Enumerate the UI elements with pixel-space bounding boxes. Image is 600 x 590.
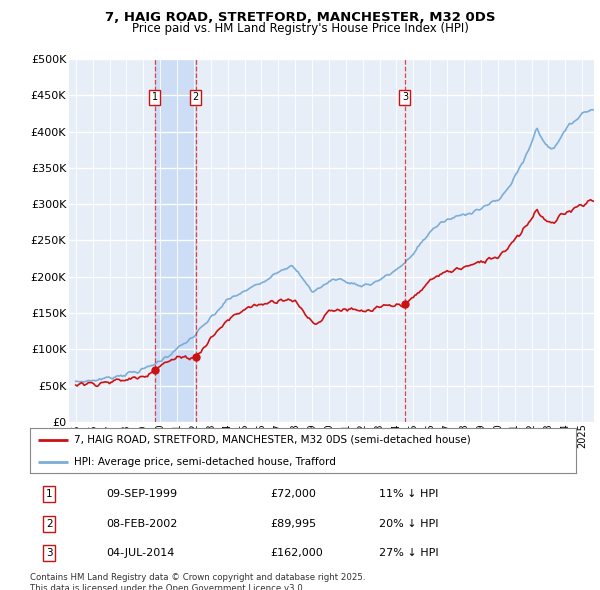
Text: 04-JUL-2014: 04-JUL-2014 [106,548,175,558]
Text: Price paid vs. HM Land Registry's House Price Index (HPI): Price paid vs. HM Land Registry's House … [131,22,469,35]
Text: Contains HM Land Registry data © Crown copyright and database right 2025.
This d: Contains HM Land Registry data © Crown c… [30,573,365,590]
Text: 7, HAIG ROAD, STRETFORD, MANCHESTER, M32 0DS: 7, HAIG ROAD, STRETFORD, MANCHESTER, M32… [105,11,495,24]
Text: £89,995: £89,995 [270,519,316,529]
Text: 27% ↓ HPI: 27% ↓ HPI [379,548,439,558]
Text: 11% ↓ HPI: 11% ↓ HPI [379,489,439,499]
Text: 3: 3 [402,92,408,102]
Text: 3: 3 [46,548,52,558]
Text: 2: 2 [46,519,52,529]
Text: 7, HAIG ROAD, STRETFORD, MANCHESTER, M32 0DS (semi-detached house): 7, HAIG ROAD, STRETFORD, MANCHESTER, M32… [74,435,470,444]
Text: 2: 2 [193,92,199,102]
Text: 1: 1 [152,92,158,102]
Text: £162,000: £162,000 [270,548,323,558]
Text: 09-SEP-1999: 09-SEP-1999 [106,489,178,499]
Text: 20% ↓ HPI: 20% ↓ HPI [379,519,439,529]
Text: 1: 1 [46,489,52,499]
Text: 08-FEB-2002: 08-FEB-2002 [106,519,178,529]
Text: £72,000: £72,000 [270,489,316,499]
Text: HPI: Average price, semi-detached house, Trafford: HPI: Average price, semi-detached house,… [74,457,335,467]
Bar [155,59,196,422]
